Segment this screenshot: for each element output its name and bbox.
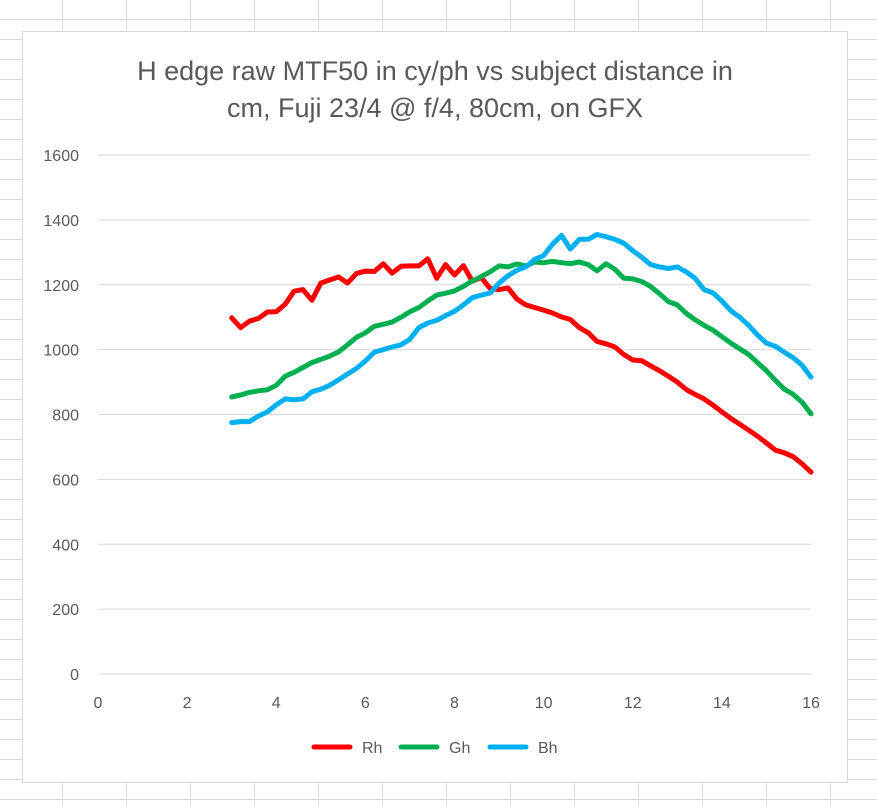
series-line-rh (229, 256, 814, 475)
y-tick-label: 1200 (43, 278, 79, 295)
legend: Rh Gh Bh (311, 740, 558, 757)
chart-area (22, 31, 848, 783)
x-tick-label: 2 (183, 695, 192, 712)
y-tick-label: 600 (52, 472, 79, 489)
y-tick-label: 1400 (43, 213, 79, 230)
y-tick-label: 200 (52, 602, 79, 619)
x-tick-label: 12 (624, 695, 642, 712)
chart-title: H edge raw MTF50 in cy/ph vs subject dis… (22, 53, 848, 127)
x-tick-label: 8 (450, 695, 459, 712)
series-line-gh (229, 258, 814, 417)
gridlines (98, 154, 811, 675)
y-tick-label: 800 (52, 408, 79, 425)
chart-title-line-1: H edge raw MTF50 in cy/ph vs subject dis… (137, 56, 733, 86)
y-tick-label: 1000 (43, 343, 79, 360)
x-tick-label: 14 (713, 695, 731, 712)
x-axis-ticks: 0 2 4 6 8 10 12 14 16 (94, 695, 820, 712)
y-tick-label: 1600 (43, 148, 79, 165)
x-tick-label: 0 (94, 695, 103, 712)
x-tick-label: 4 (272, 695, 281, 712)
legend-label-bh: Bh (538, 740, 558, 757)
series-line-bh (229, 232, 814, 426)
series-lines (229, 232, 814, 475)
legend-label-rh: Rh (362, 740, 382, 757)
y-axis-ticks: 0 200 400 600 800 1000 1200 1400 1600 (43, 148, 79, 684)
chart-title-line-2: cm, Fuji 23/4 @ f/4, 80cm, on GFX (226, 93, 644, 123)
legend-label-gh: Gh (449, 740, 470, 757)
x-tick-label: 10 (535, 695, 553, 712)
y-tick-label: 400 (52, 537, 79, 554)
x-tick-label: 6 (361, 695, 370, 712)
y-tick-label: 0 (70, 667, 79, 684)
x-tick-label: 16 (802, 695, 820, 712)
